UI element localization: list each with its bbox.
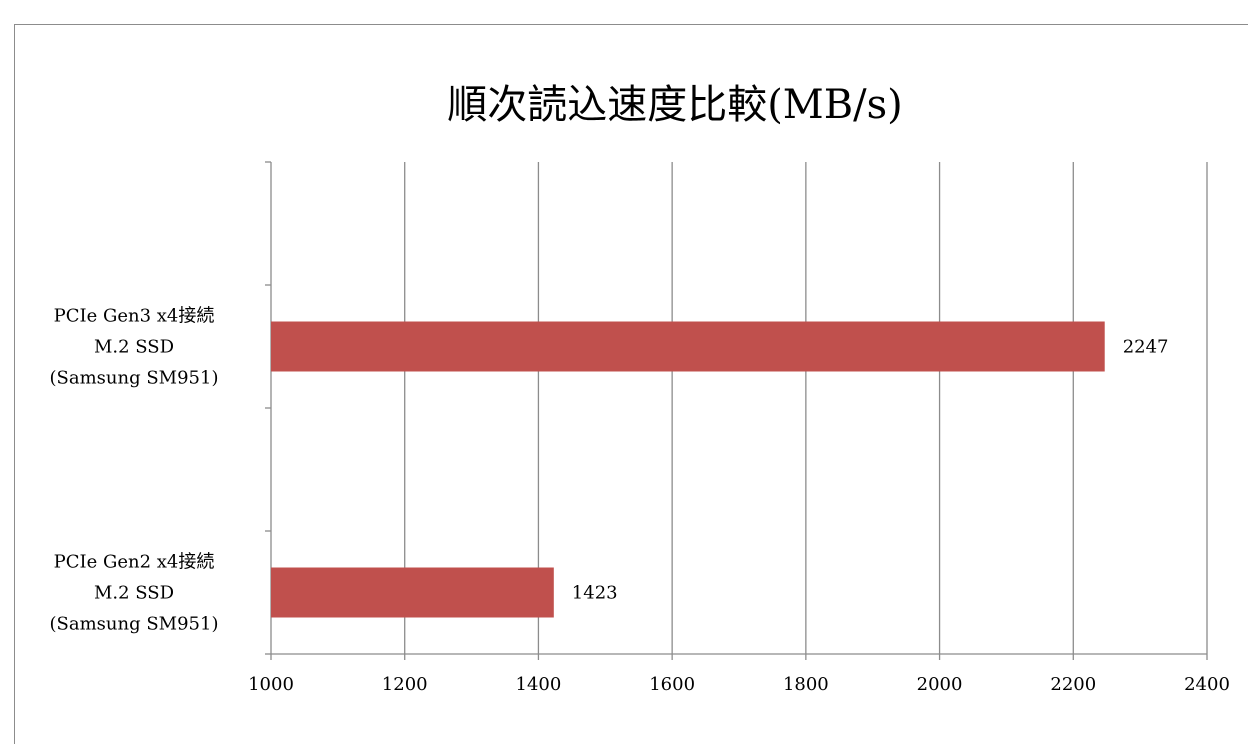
labels: 1000 1200 1400 1600 1800 2000 2200 2400 2247 PCIe…	[50, 306, 1230, 696]
x-tick-label: 2200	[1050, 674, 1096, 695]
x-tick-label: 2400	[1184, 674, 1230, 695]
category-label: M.2 SSD	[94, 583, 174, 604]
category-label: M.2 SSD	[94, 337, 174, 358]
category-label: PCIe Gen3 x4接続	[54, 306, 215, 327]
bars	[271, 321, 1105, 618]
category-label: PCIe Gen2 x4接続	[54, 552, 215, 573]
bar	[271, 567, 554, 618]
x-tick-label: 1400	[516, 674, 562, 695]
x-tick-label: 1200	[382, 674, 428, 695]
bar	[271, 321, 1105, 372]
chart-frame	[14, 24, 1248, 744]
data-label: 2247	[1123, 337, 1169, 358]
x-tick-label: 1000	[248, 674, 294, 695]
x-tick-label: 1600	[649, 674, 695, 695]
x-tick-label: 1800	[783, 674, 829, 695]
chart-title: 順次読込速度比較(MB/s)	[447, 82, 903, 128]
data-label: 1423	[572, 583, 618, 604]
x-tick-label: 2000	[917, 674, 963, 695]
category-label: (Samsung SM951)	[50, 368, 219, 389]
category-label: (Samsung SM951)	[50, 614, 219, 635]
